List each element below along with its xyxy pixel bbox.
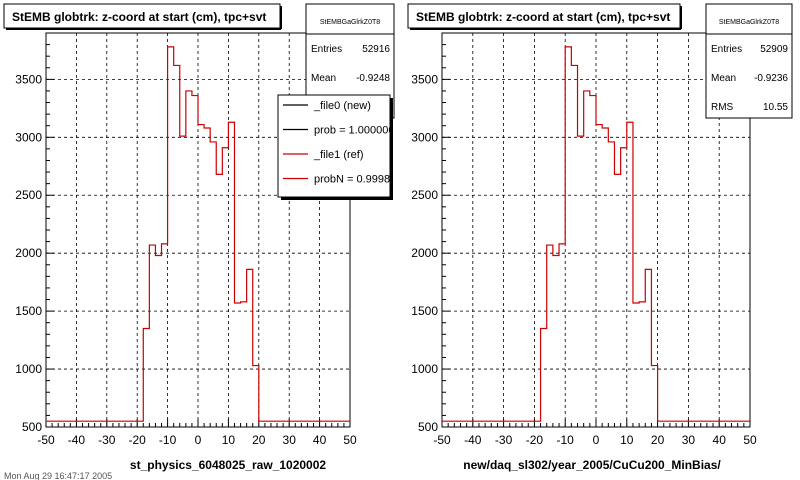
- x-tick-label: 10: [222, 433, 236, 447]
- legend-entry: _file0 (new): [313, 100, 371, 112]
- y-tick-label: 1000: [15, 362, 42, 376]
- chart-panel-2: -50 -40 -30 -20 -10 0 10 20 30 40 50 500 1000 1500 200…: [407, 3, 793, 472]
- stats-value: 52916: [362, 44, 390, 55]
- x-tick-label: -20: [129, 433, 147, 447]
- y-tick-label: 3500: [15, 72, 42, 86]
- stats-value: 10.55: [763, 102, 788, 113]
- x-tick-label: -50: [433, 433, 451, 447]
- y-tick-label: 2000: [411, 246, 438, 260]
- stats-label: Mean: [711, 73, 736, 84]
- x-tick-label: 0: [195, 433, 202, 447]
- chart-title: StEMB globtrk: z-coord at start (cm), tp…: [416, 10, 670, 24]
- x-tick-label: 40: [313, 433, 327, 447]
- legend-box: [277, 94, 391, 198]
- stats-name: StEMBGaGlrkZ0T8: [320, 19, 380, 26]
- title-box: [3, 3, 281, 29]
- x-axis-label: st_physics_6048025_raw_1020002: [130, 458, 326, 472]
- y-tick-label: 3000: [15, 130, 42, 144]
- legend-clip: _file0 (new) prob = 1.000000 _file1 (ref) p…: [283, 100, 402, 186]
- x-tick-label: 10: [620, 433, 634, 447]
- x-tick-label: -10: [159, 433, 177, 447]
- plot-frame: [45, 32, 351, 428]
- y-tick-label: 500: [22, 420, 42, 434]
- chart-title: StEMB globtrk: z-coord at start (cm), tp…: [12, 10, 266, 24]
- stats-value: -0.9248: [356, 73, 390, 84]
- y-tick-label: 2500: [411, 188, 438, 202]
- y-tick-label: 1000: [411, 362, 438, 376]
- x-tick-label: -40: [68, 433, 86, 447]
- legend-entry: prob = 1.000000: [314, 125, 394, 137]
- x-tick-label: -20: [526, 433, 544, 447]
- legend-entry: _file1 (ref): [313, 149, 364, 161]
- stats-name: StEMBGaGlrkZ0T8: [719, 19, 779, 26]
- y-tick-label: 2000: [15, 246, 42, 260]
- x-tick-label: 20: [252, 433, 266, 447]
- x-tick-label: 0: [593, 433, 600, 447]
- x-tick-label: 30: [283, 433, 297, 447]
- x-tick-label: 50: [743, 433, 757, 447]
- stats-box: [705, 3, 793, 119]
- y-tick-label: 1500: [15, 304, 42, 318]
- plot-frame: [441, 32, 751, 428]
- stats-label: Entries: [711, 44, 742, 55]
- x-tick-label: -30: [495, 433, 513, 447]
- y-tick-label: 3000: [411, 130, 438, 144]
- x-tick-label: -50: [37, 433, 55, 447]
- x-tick-label: -30: [98, 433, 116, 447]
- x-tick-label: -10: [557, 433, 575, 447]
- x-tick-label: -40: [464, 433, 482, 447]
- y-tick-label: 500: [418, 420, 438, 434]
- histogram-series-line: [442, 46, 750, 422]
- y-tick-label: 2500: [15, 188, 42, 202]
- histogram-series-line: [46, 46, 350, 422]
- stats-label: Entries: [311, 44, 342, 55]
- x-tick-label: 20: [651, 433, 665, 447]
- y-tick-label: 3500: [411, 72, 438, 86]
- chart-panel-1: -50 -40 -30 -20 -10 0 10 20 30 40 50 500 1000 1500 200…: [3, 3, 402, 472]
- x-axis-label: new/daq_sl302/year_2005/CuCu200_MinBias/: [463, 458, 721, 472]
- x-tick-label: 50: [343, 433, 357, 447]
- legend-entry: probN = 0.999859: [314, 174, 402, 186]
- x-tick-label: 30: [682, 433, 696, 447]
- stats-value: 52909: [760, 44, 788, 55]
- timestamp-footer: Mon Aug 29 16:47:17 2005: [4, 471, 112, 480]
- y-tick-label: 1500: [411, 304, 438, 318]
- stats-label: Mean: [311, 73, 336, 84]
- stats-label: RMS: [711, 102, 734, 113]
- stats-value: -0.9236: [754, 73, 788, 84]
- x-tick-label: 40: [713, 433, 727, 447]
